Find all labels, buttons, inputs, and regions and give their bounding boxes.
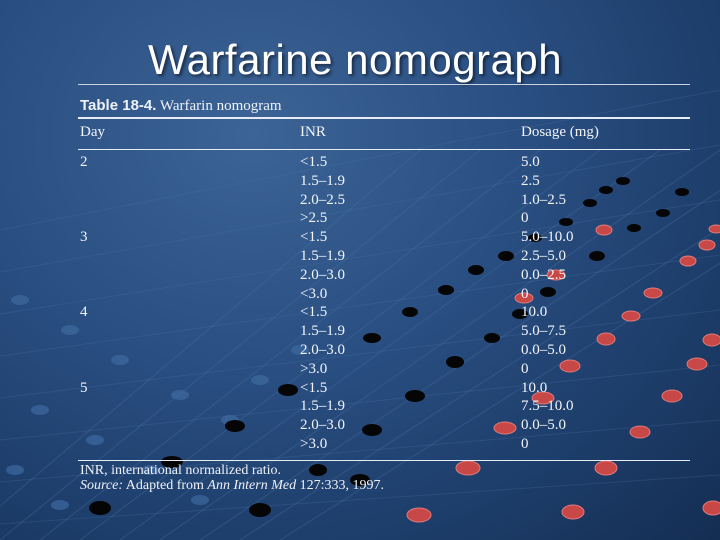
table-row: 1.5–1.9 2.5 <box>0 173 720 192</box>
cell-dosage: 0.0–5.0 <box>521 341 566 358</box>
table-row: >2.5 0 <box>0 210 720 229</box>
cell-dosage: 5.0–7.5 <box>521 323 566 340</box>
table-row: >3.0 0 <box>0 436 720 455</box>
table-row: 2.0–2.5 1.0–2.5 <box>0 192 720 211</box>
cell-dosage: 1.0–2.5 <box>521 191 566 208</box>
cell-inr: 2.0–3.0 <box>300 266 345 283</box>
cell-dosage: 10.0 <box>521 304 548 321</box>
header-day: Day <box>80 124 105 140</box>
cell-inr: 2.0–3.0 <box>300 341 345 358</box>
cell-day: 4 <box>80 304 88 321</box>
cell-inr: 2.0–2.5 <box>300 191 345 208</box>
cell-inr: <1.5 <box>300 304 328 321</box>
cell-dosage: 2.5 <box>521 172 540 189</box>
table-row: 5 <1.5 10.0 <box>0 380 720 399</box>
cell-inr: 1.5–1.9 <box>300 172 345 189</box>
cell-dosage: 0 <box>521 210 529 227</box>
cell-inr: <1.5 <box>300 229 328 246</box>
cell-inr: 1.5–1.9 <box>300 247 345 264</box>
cell-dosage: 10.0 <box>521 379 548 396</box>
footer-rule <box>78 460 690 461</box>
table-row: >3.0 0 <box>0 361 720 380</box>
table-row: <3.0 0 <box>0 286 720 305</box>
caption-rule <box>78 117 690 119</box>
cell-day: 5 <box>80 379 88 396</box>
cell-inr: 1.5–1.9 <box>300 323 345 340</box>
source-text-2: 127:333, 1997. <box>299 478 384 493</box>
table-body: 2 <1.5 5.0 1.5–1.9 2.5 2.0–2.5 1.0–2.5 >2.5 0 3 <1… <box>0 154 720 455</box>
header-rule <box>78 149 690 150</box>
header-dosage: Dosage (mg) <box>521 124 599 140</box>
cell-inr: >3.0 <box>300 360 328 377</box>
cell-dosage: 5.0 <box>521 154 540 170</box>
cell-inr: >3.0 <box>300 435 328 452</box>
source-text-1: Adapted from <box>125 478 204 493</box>
table-row: 2.0–3.0 0.0–5.0 <box>0 417 720 436</box>
table-row: 3 <1.5 5.0–10.0 <box>0 229 720 248</box>
table-row: 2 <1.5 5.0 <box>0 154 720 173</box>
table-footnote: INR, international normalized ratio. <box>80 463 281 478</box>
cell-inr: 2.0–3.0 <box>300 417 345 434</box>
cell-dosage: 2.5–5.0 <box>521 247 566 264</box>
title-divider <box>78 84 690 85</box>
cell-dosage: 7.5–10.0 <box>521 398 574 415</box>
table-row: 1.5–1.9 5.0–7.5 <box>0 323 720 342</box>
table-header-row: Day INR Dosage (mg) <box>0 124 720 144</box>
table-row: 1.5–1.9 2.5–5.0 <box>0 248 720 267</box>
cell-inr: >2.5 <box>300 210 328 227</box>
source-label: Source: <box>80 478 124 493</box>
table-row: 1.5–1.9 7.5–10.0 <box>0 398 720 417</box>
table-source: Source: Adapted from Ann Intern Med 127:… <box>80 478 384 494</box>
cell-inr: <1.5 <box>300 154 328 170</box>
header-inr: INR <box>300 124 326 140</box>
cell-day: 2 <box>80 154 88 170</box>
cell-dosage: 0 <box>521 435 529 452</box>
table-row: 4 <1.5 10.0 <box>0 304 720 323</box>
slide-title: Warfarine nomograph <box>148 36 563 83</box>
cell-inr: <3.0 <box>300 285 328 302</box>
cell-day: 3 <box>80 229 88 246</box>
table-caption-label: Table 18-4. <box>80 97 157 114</box>
cell-inr: 1.5–1.9 <box>300 398 345 415</box>
table-row: 2.0–3.0 0.0–5.0 <box>0 342 720 361</box>
cell-dosage: 5.0–10.0 <box>521 229 574 246</box>
table-caption-text: Warfarin nomogram <box>159 98 282 114</box>
cell-dosage: 0.0–5.0 <box>521 417 566 434</box>
cell-inr: <1.5 <box>300 379 328 396</box>
source-journal: Ann Intern Med <box>207 478 297 493</box>
cell-dosage: 0 <box>521 360 529 377</box>
cell-dosage: 0.0–2.5 <box>521 266 566 283</box>
table-caption: Table 18-4. Warfarin nomogram <box>80 97 282 115</box>
table-row: 2.0–3.0 0.0–2.5 <box>0 267 720 286</box>
cell-dosage: 0 <box>521 285 529 302</box>
